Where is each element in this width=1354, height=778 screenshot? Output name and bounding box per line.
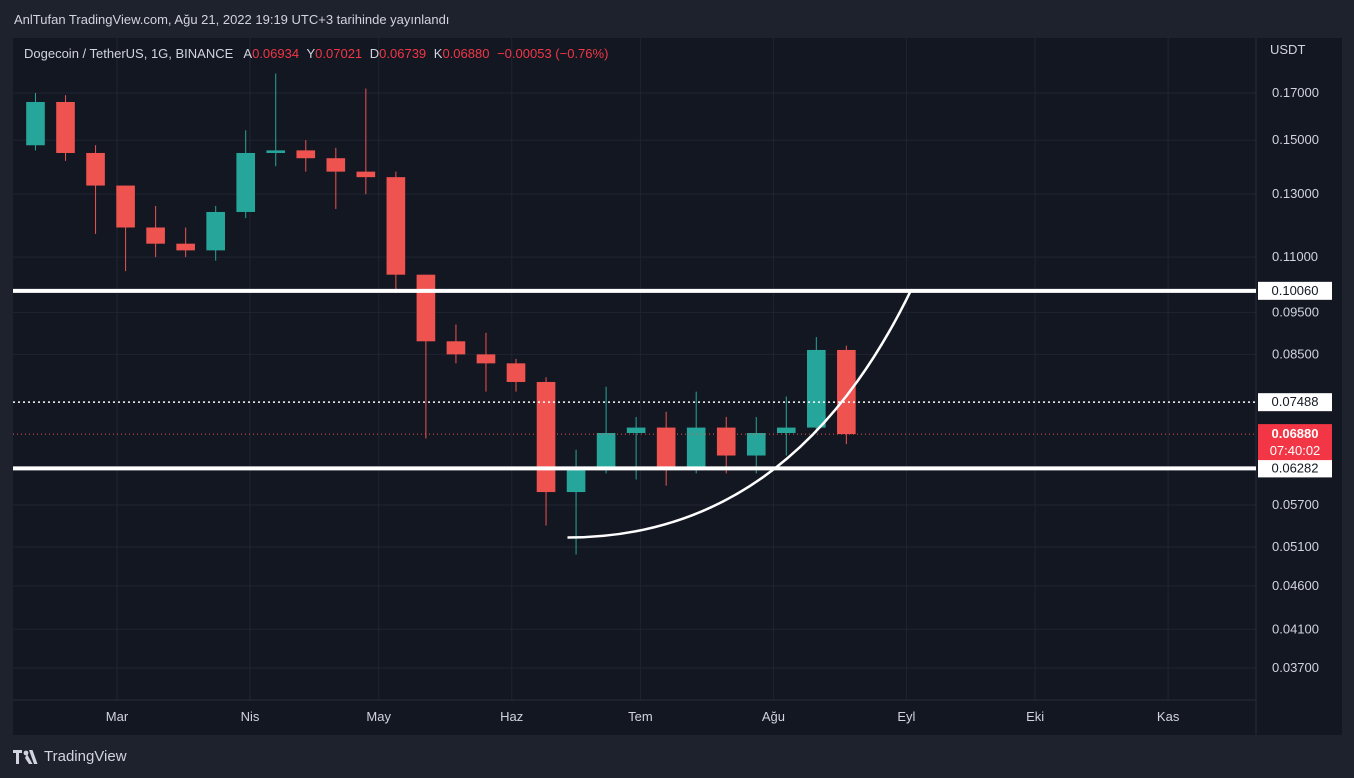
bar-countdown-label: 07:40:02	[1270, 443, 1321, 458]
candle	[506, 363, 526, 382]
candle	[416, 274, 436, 342]
time-tick-label: Ağu	[762, 709, 785, 724]
legend-open: 0.06934	[252, 46, 300, 61]
candle	[656, 427, 676, 468]
price-tick-label: 0.03700	[1272, 660, 1319, 675]
tradingview-logo-icon	[13, 749, 38, 764]
price-tick-label: 0.04600	[1272, 578, 1319, 593]
candle	[686, 427, 706, 468]
candle	[116, 185, 135, 228]
current-price-box	[1258, 424, 1332, 461]
candle	[176, 243, 195, 251]
legend-change: −0.00053 (−0.76%)	[497, 46, 609, 61]
support-price-label-box	[1258, 459, 1332, 478]
candle	[146, 227, 165, 244]
legend-close-label: K	[433, 46, 443, 61]
legend-close: 0.06880	[442, 46, 490, 61]
time-tick-label: Eki	[1026, 709, 1044, 724]
price-tick-label: 0.15000	[1272, 132, 1319, 147]
candle	[536, 381, 556, 493]
time-tick-label: Tem	[628, 709, 653, 724]
price-tick-label: 0.17000	[1272, 85, 1319, 100]
candle	[236, 152, 256, 212]
legend-low: 0.06739	[379, 46, 427, 61]
dotted-price-label-box	[1258, 393, 1332, 412]
price-chart[interactable]: 0.17000 0.15000 0.13000 0.11000 0.09500 0.085…	[13, 38, 1342, 735]
current-price-label: 0.06880	[1272, 426, 1319, 441]
publish-header: AnlTufan TradingView.com, Ağu 21, 2022 1…	[0, 0, 1354, 38]
price-tick-label: 0.08500	[1272, 346, 1319, 361]
candle	[26, 101, 45, 146]
candle	[326, 158, 346, 172]
price-axis-unit: USDT	[1270, 42, 1305, 57]
candle	[626, 427, 646, 434]
footer	[0, 735, 1354, 778]
support-price-label: 0.06282	[1272, 460, 1319, 475]
price-tick-label: 0.05100	[1272, 539, 1319, 554]
resistance-price-label-box	[1258, 281, 1332, 300]
legend-high: 0.07021	[315, 46, 363, 61]
candle	[566, 467, 586, 493]
candle	[56, 101, 75, 153]
candle	[716, 427, 736, 456]
candle	[776, 427, 796, 434]
time-tick-label: Eyl	[897, 709, 915, 724]
candle	[206, 211, 225, 251]
price-tick-label: 0.09500	[1272, 304, 1319, 319]
candle	[596, 433, 616, 468]
legend-low-label: D	[369, 46, 380, 61]
candle	[837, 349, 856, 435]
candle	[356, 171, 376, 178]
chart-frame[interactable]: 0.17000 0.15000 0.13000 0.11000 0.09500 0.085…	[13, 38, 1342, 735]
time-tick-label: Nis	[241, 709, 260, 724]
candle	[446, 341, 466, 355]
candle	[476, 354, 496, 364]
candle	[386, 177, 406, 275]
candle	[746, 433, 766, 456]
rounded-bottom-curve[interactable]	[567, 290, 912, 539]
publish-title: AnlTufan TradingView.com, Ağu 21, 2022 1…	[14, 12, 450, 27]
tradingview-brand: TradingView	[44, 748, 127, 765]
price-tick-label: 0.13000	[1272, 186, 1319, 201]
price-axis-area[interactable]	[1256, 38, 1342, 735]
time-tick-label: May	[366, 709, 391, 724]
legend-high-label: Y	[306, 46, 316, 61]
time-tick-label: Haz	[500, 709, 523, 724]
price-tick-label: 0.04100	[1272, 621, 1319, 636]
time-tick-label: Mar	[106, 709, 129, 724]
price-tick-label: 0.11000	[1272, 249, 1318, 264]
time-tick-label: Kas	[1157, 709, 1180, 724]
tradingview-logo[interactable]: TradingView	[13, 748, 127, 765]
symbol-legend: Dogecoin / TetherUS, 1G, BINANCE A0.0693…	[24, 46, 612, 61]
candle	[266, 150, 286, 153]
dotted-price-label: 0.07488	[1272, 394, 1319, 409]
resistance-price-label: 0.10060	[1272, 283, 1319, 298]
candle	[296, 150, 316, 159]
price-tick-label: 0.05700	[1272, 497, 1319, 512]
legend-open-label: A	[243, 46, 253, 61]
legend-symbol: Dogecoin / TetherUS, 1G, BINANCE	[24, 46, 234, 61]
candle	[86, 152, 105, 186]
candle	[807, 349, 826, 428]
